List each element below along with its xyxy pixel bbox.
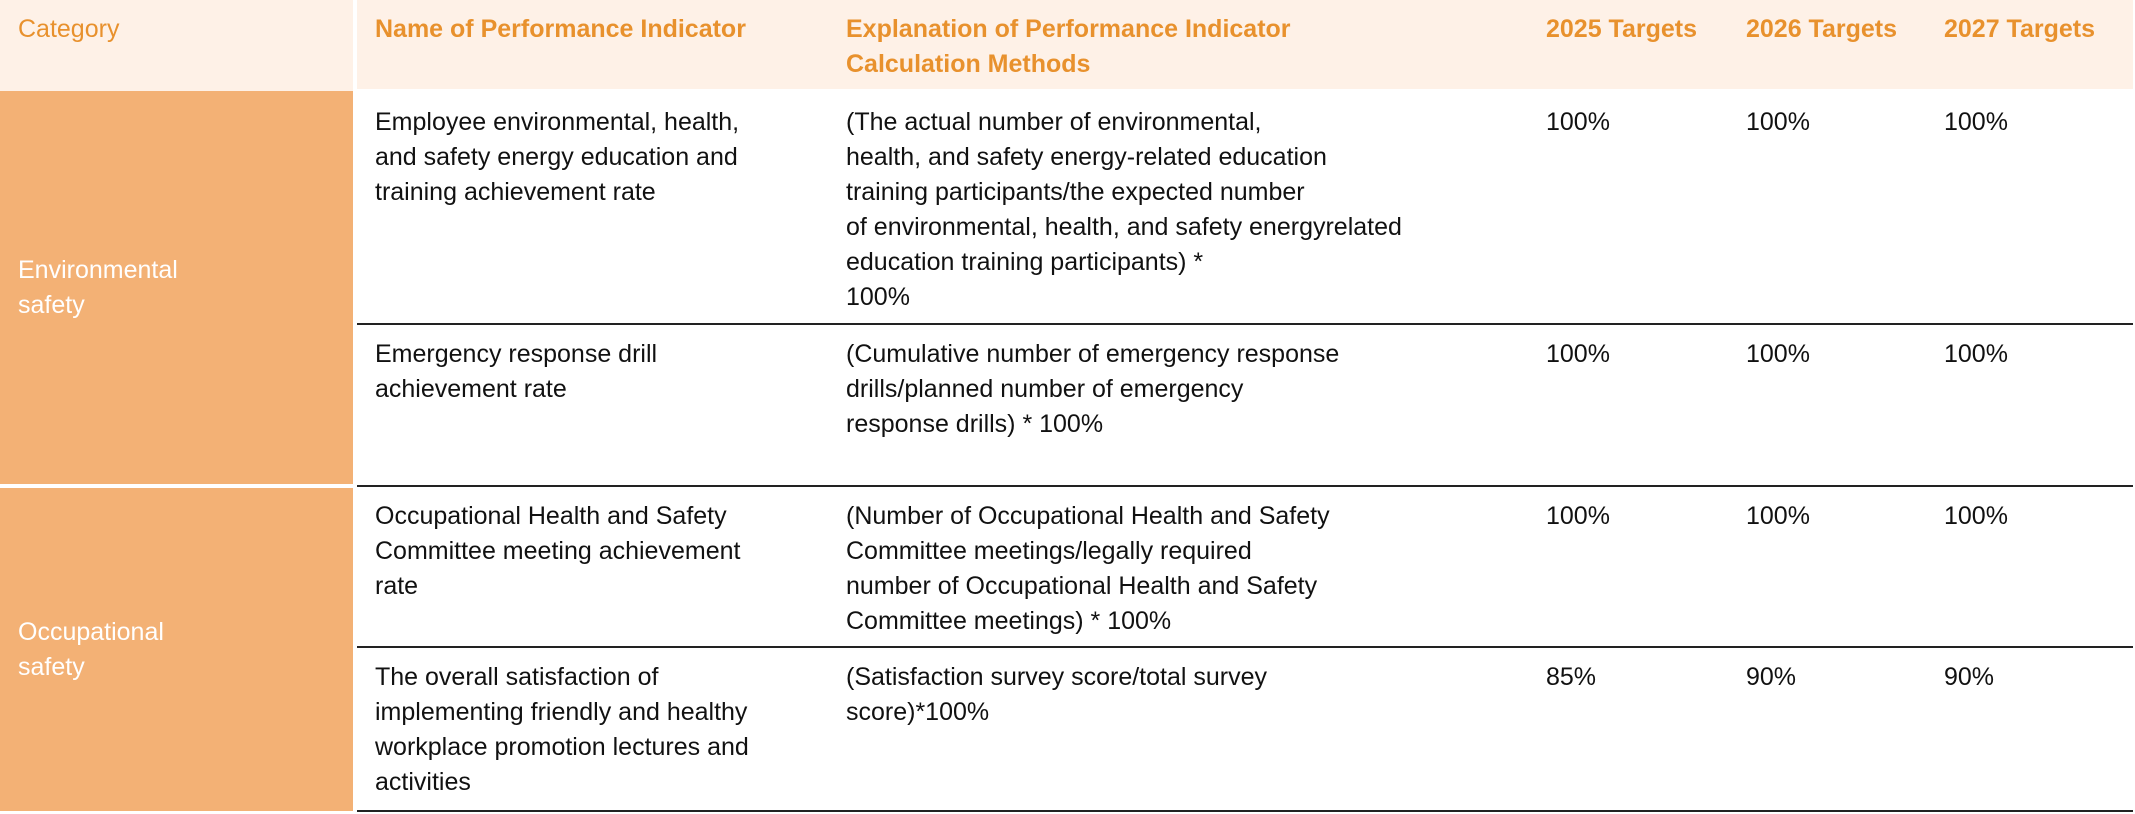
header-explanation: Explanation of Performance Indicator Cal… (828, 0, 1528, 91)
explanation-line: education training participants) * (846, 248, 1204, 276)
category-cell-environmental-safety: Environmental safety (0, 91, 357, 486)
target-2027-cell: 90% (1926, 646, 2133, 812)
indicator-name-line: Emergency response drill (375, 340, 658, 368)
header-2026-targets: 2026 Targets (1728, 0, 1926, 91)
category-label-line-1: Occupational (18, 617, 164, 646)
table-row: Occupational safety Occupational Health … (0, 484, 2133, 811)
indicator-name-line: Committee meeting achievement (375, 537, 741, 565)
explanation-line: Committee meetings/legally required (846, 537, 1252, 565)
indicator-name-cell: Emergency response drill achievement rat… (355, 323, 828, 486)
explanation-cell: (Cumulative number of emergency response… (828, 323, 1528, 486)
indicator-name-line: activities (375, 768, 471, 796)
explanation-line: (Satisfaction survey score/total survey (846, 663, 1267, 691)
target-2027-cell: 100% (1926, 485, 2133, 647)
target-2025-cell: 100% (1528, 485, 1728, 647)
explanation-line: 100% (846, 283, 910, 311)
table-row: The overall satisfaction of implementing… (0, 646, 2133, 812)
indicator-name-line: training achievement rate (375, 178, 656, 206)
target-2025-cell: 100% (1528, 323, 1728, 486)
indicator-name-line: Occupational Health and Safety (375, 502, 727, 530)
indicator-name-cell: Occupational Health and Safety Committee… (355, 485, 828, 647)
indicator-name-line: Employee environmental, health, (375, 108, 740, 136)
category-label-line-1: Environmental (18, 255, 178, 284)
header-explanation-line-2: Calculation Methods (846, 50, 1091, 78)
header-explanation-line-1: Explanation of Performance Indicator (846, 15, 1291, 43)
explanation-line: training participants/the expected numbe… (846, 178, 1305, 206)
target-2025-cell: 85% (1528, 646, 1728, 812)
explanation-line: (Cumulative number of emergency response (846, 340, 1340, 368)
explanation-line: of environmental, health, and safety ene… (846, 213, 1402, 241)
category-label-line-2: safety (18, 652, 85, 681)
explanation-line: response drills) * 100% (846, 410, 1104, 438)
explanation-cell: (Satisfaction survey score/total survey … (828, 646, 1528, 812)
category-label-line-2: safety (18, 290, 85, 319)
target-2026-cell: 100% (1728, 485, 1926, 647)
table-header: Category Name of Performance Indicator E… (0, 0, 2133, 91)
indicator-name-cell: The overall satisfaction of implementing… (355, 646, 828, 812)
header-row: Category Name of Performance Indicator E… (0, 0, 2133, 91)
target-2026-cell: 100% (1728, 89, 1926, 324)
explanation-line: number of Occupational Health and Safety (846, 572, 1318, 600)
explanation-line: Committee meetings) * 100% (846, 607, 1172, 635)
target-2026-cell: 100% (1728, 323, 1926, 486)
header-category: Category (0, 0, 357, 91)
target-2026-cell: 90% (1728, 646, 1926, 812)
explanation-line: (The actual number of environmental, (846, 108, 1262, 136)
indicator-name-line: workplace promotion lectures and (375, 733, 749, 761)
indicator-name-line: and safety energy education and (375, 143, 738, 171)
indicator-name-cell: Employee environmental, health, and safe… (355, 89, 828, 324)
header-2025-targets: 2025 Targets (1528, 0, 1728, 91)
explanation-line: drills/planned number of emergency (846, 375, 1244, 403)
indicator-name-line: rate (375, 572, 419, 600)
target-2027-cell: 100% (1926, 323, 2133, 486)
target-2025-cell: 100% (1528, 89, 1728, 324)
explanation-line: health, and safety energy-related educat… (846, 143, 1327, 171)
header-2027-targets: 2027 Targets (1926, 0, 2133, 91)
explanation-cell: (The actual number of environmental, hea… (828, 89, 1528, 324)
indicator-name-line: The overall satisfaction of (375, 663, 659, 691)
table-row: Environmental safety Employee environmen… (0, 89, 2133, 486)
table-row: Emergency response drill achievement rat… (0, 323, 2133, 486)
explanation-cell: (Number of Occupational Health and Safet… (828, 485, 1528, 647)
explanation-line: score)*100% (846, 698, 990, 726)
explanation-line: (Number of Occupational Health and Safet… (846, 502, 1330, 530)
target-2027-cell: 100% (1926, 89, 2133, 324)
indicator-name-line: achievement rate (375, 375, 567, 403)
category-cell-occupational-safety: Occupational safety (0, 484, 357, 811)
header-indicator-name: Name of Performance Indicator (355, 0, 828, 91)
indicator-name-line: implementing friendly and healthy (375, 698, 748, 726)
table-body: Environmental safety Employee environmen… (0, 89, 2133, 812)
